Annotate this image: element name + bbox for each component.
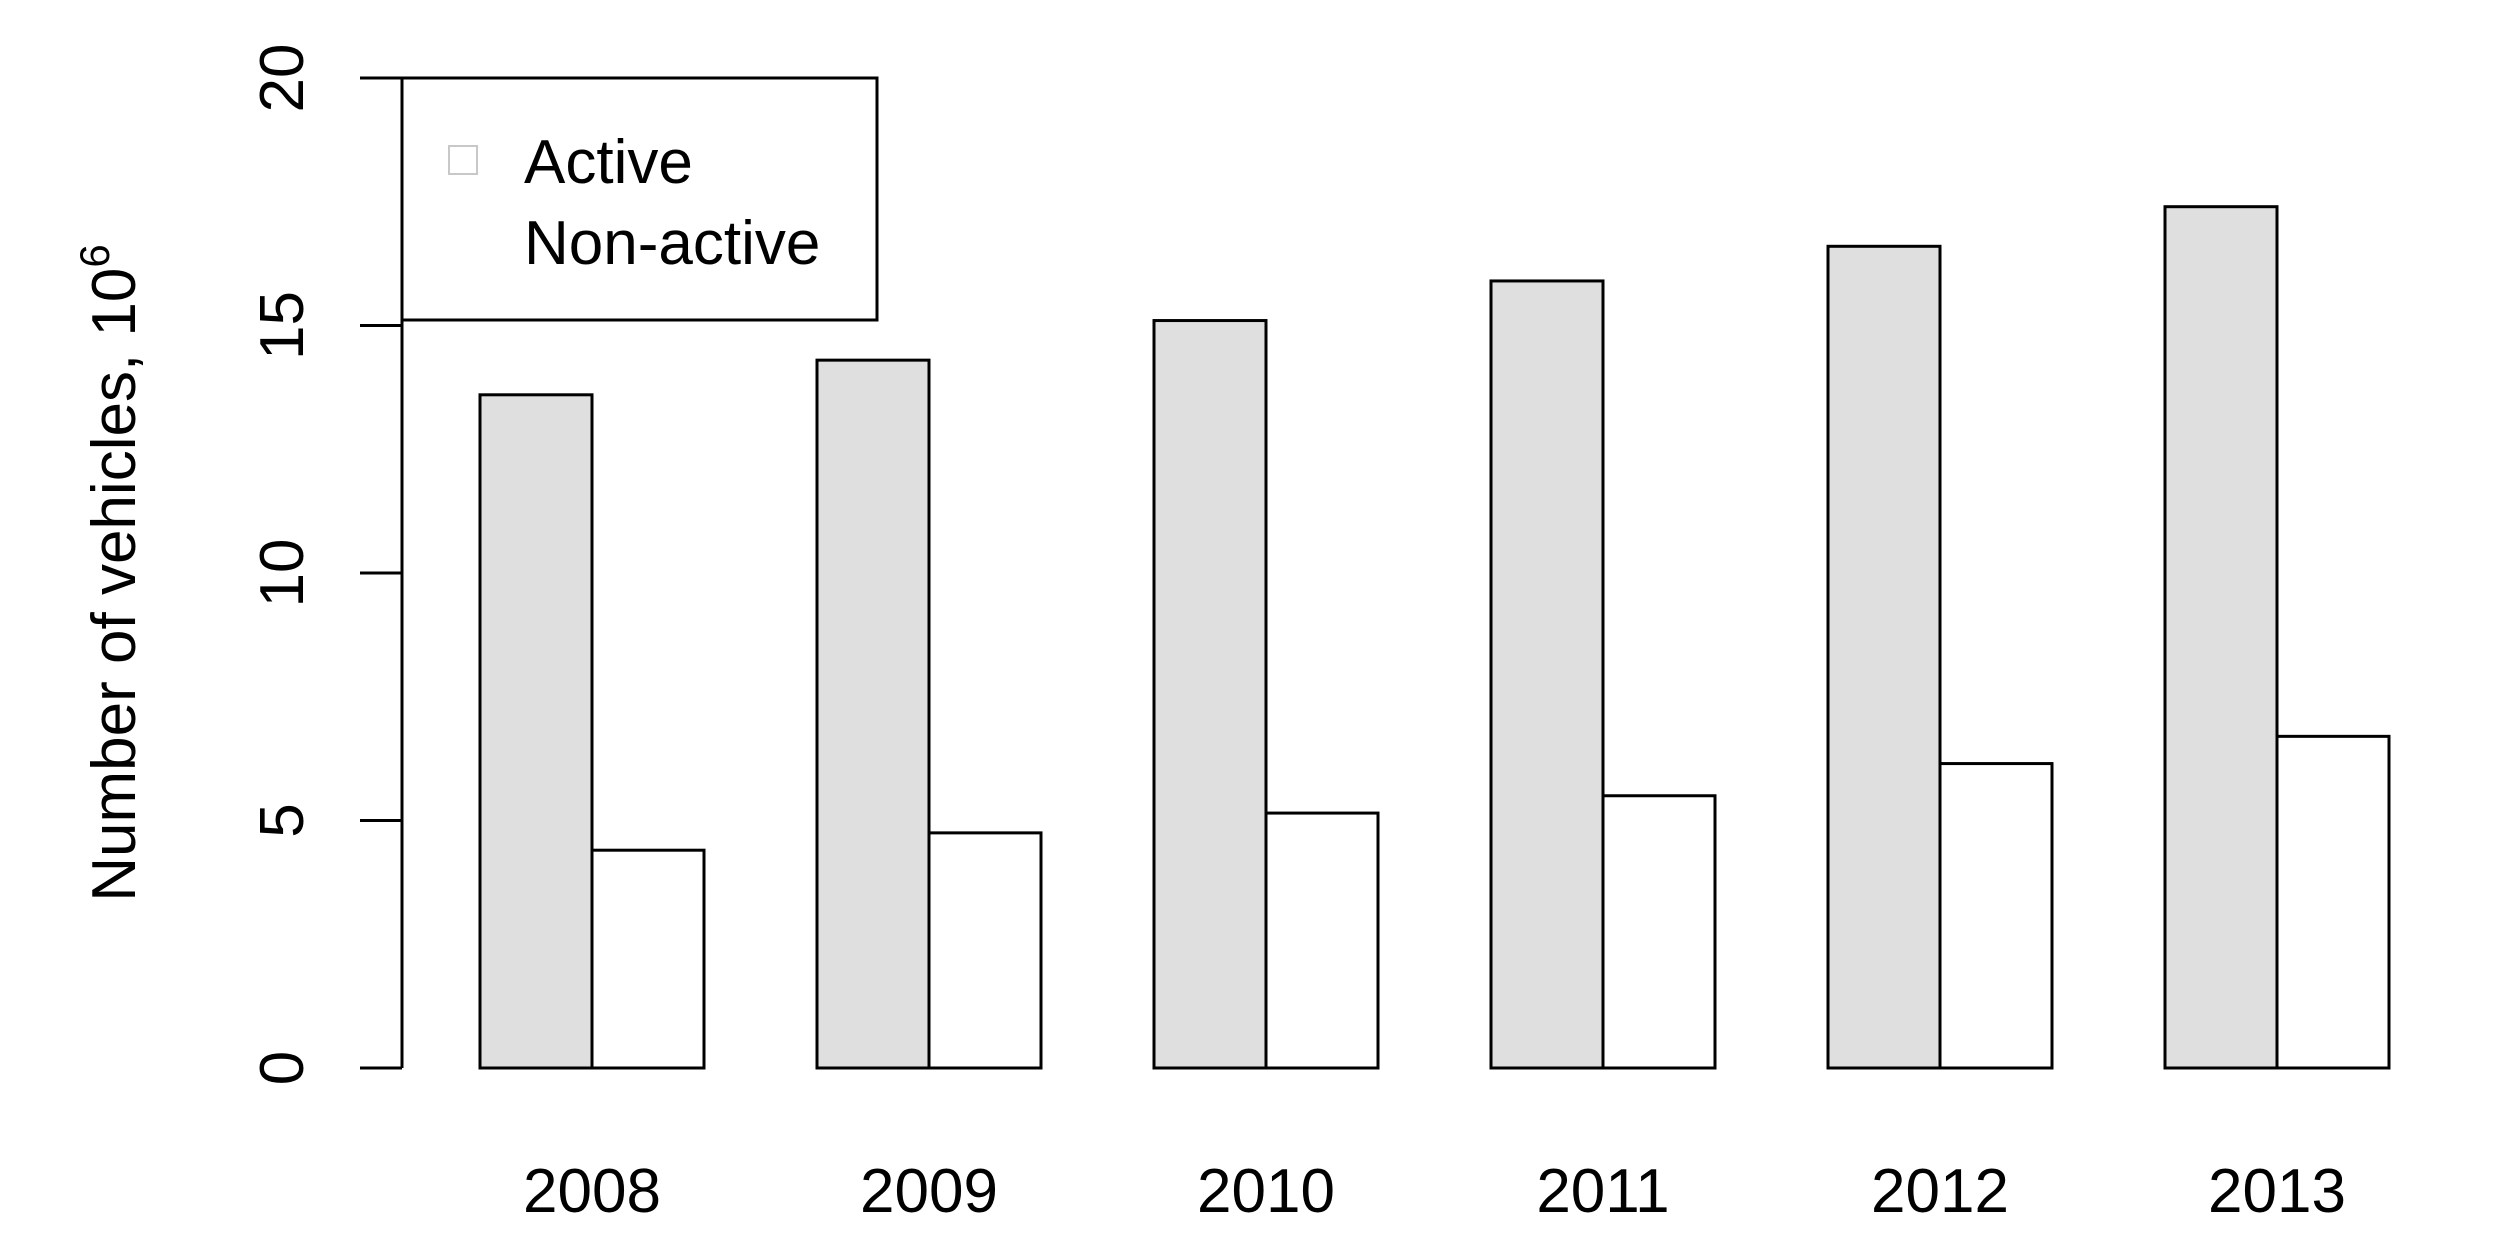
bar-active-2008 [478, 393, 594, 1070]
x-labels: 2008 2009 2010 2011 2012 2013 [523, 1157, 2346, 1226]
x-tick-label: 2009 [860, 1157, 998, 1226]
bar-non-active-2011 [1601, 794, 1717, 1070]
bar-non-active-2008 [590, 848, 706, 1070]
bar-active-2012 [1826, 244, 1942, 1070]
x-tick-label: 2008 [523, 1157, 661, 1226]
x-tick-label: 2011 [1536, 1157, 1669, 1226]
y-axis-title: Number of vehicles, 106 [71, 244, 149, 901]
bar-active-2009 [815, 358, 931, 1070]
legend-label-non-active: Non-active [524, 209, 820, 278]
bars [478, 205, 2391, 1070]
bar-non-active-2013 [2275, 734, 2391, 1070]
x-tick-label: 2012 [1871, 1157, 2009, 1226]
y-tick-label: 5 [248, 803, 317, 837]
y-tick-label: 0 [248, 1051, 317, 1085]
y-axis-title-text: Number of vehicles, 10 [80, 268, 149, 902]
y-tick-label: 15 [248, 291, 317, 360]
y-tick-label: 20 [248, 44, 317, 113]
y-tick-label: 10 [248, 539, 317, 608]
legend-label-active: Active [524, 128, 693, 197]
bar-active-2013 [2163, 205, 2279, 1070]
bar-active-2010 [1152, 319, 1268, 1070]
y-ticks: 0 5 10 15 20 [248, 44, 402, 1085]
x-tick-label: 2013 [2208, 1157, 2346, 1226]
legend-box [400, 76, 879, 322]
y-axis-title-superscript: 6 [71, 244, 118, 267]
bar-non-active-2010 [1264, 811, 1380, 1070]
x-tick-label: 2010 [1197, 1157, 1335, 1226]
legend: Active Non-active [400, 76, 879, 322]
legend-key-active [448, 145, 478, 175]
bar-non-active-2012 [1938, 762, 2054, 1070]
bar-non-active-2009 [927, 831, 1043, 1070]
bar-active-2011 [1489, 279, 1605, 1070]
